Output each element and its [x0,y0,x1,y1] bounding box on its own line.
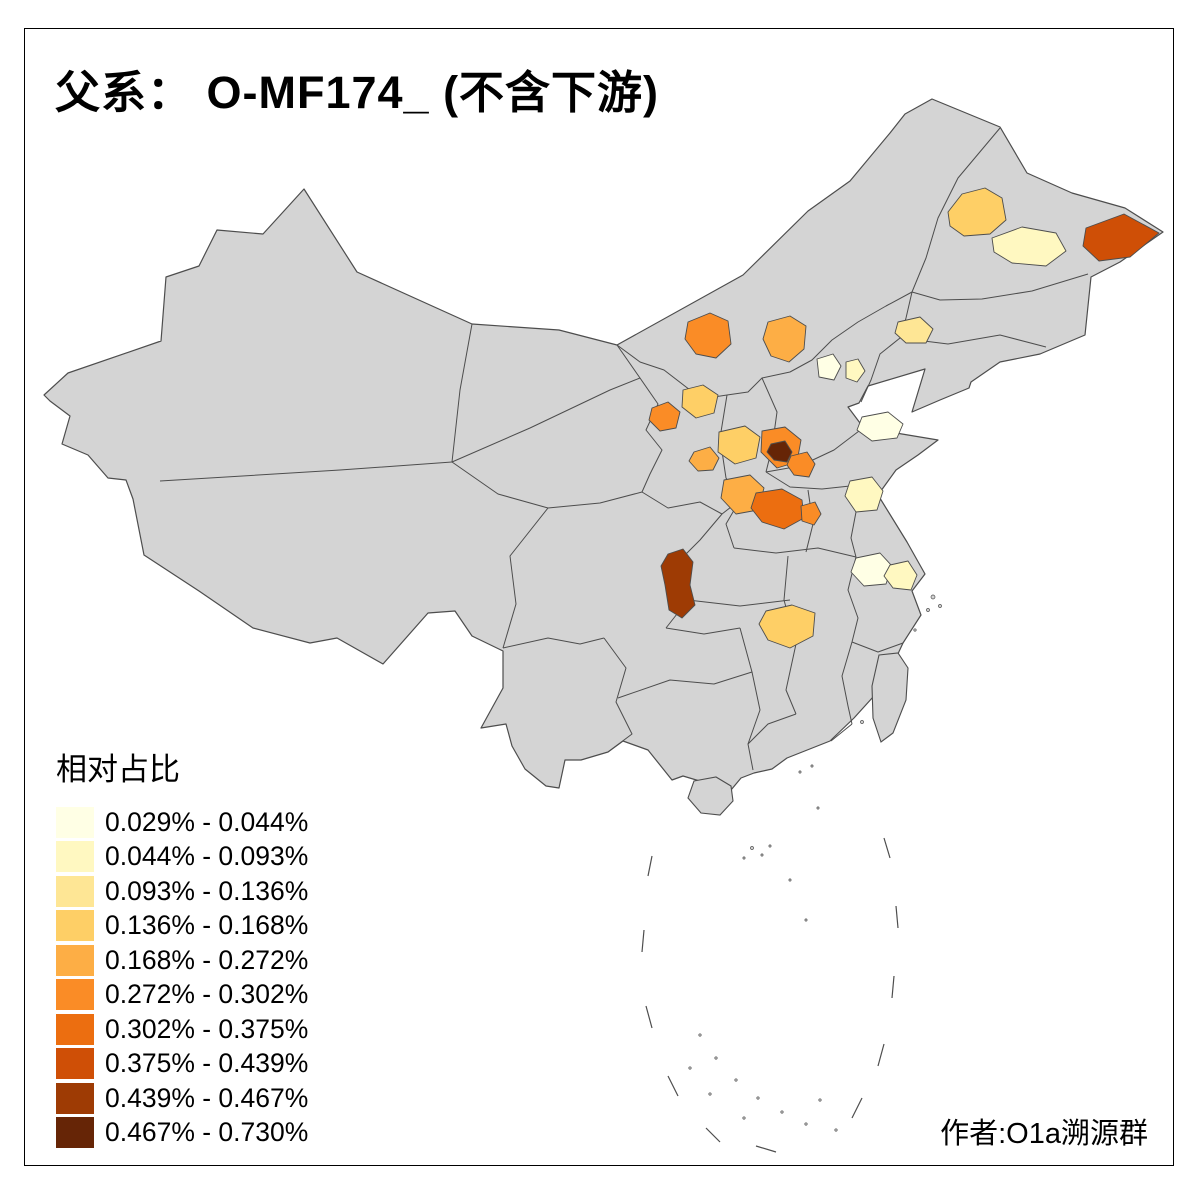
legend-row: 0.467% - 0.730% [56,1116,308,1151]
legend-title: 相对占比 [56,752,180,787]
legend-row: 0.029% - 0.044% [56,805,308,840]
choropleth-region [845,358,866,383]
sea-boundary-dashes [641,837,899,1153]
legend-row: 0.136% - 0.168% [56,909,308,944]
legend: 相对占比 0.029% - 0.044% 0.044% - 0.093% 0.0… [56,744,308,1150]
choropleth-region [844,476,884,513]
choropleth-region [991,226,1067,267]
legend-color-swatch [56,875,94,907]
choropleth-region [717,425,761,465]
map-title: 父系： O-MF174_ (不含下游) [55,67,660,118]
choropleth-region [766,440,793,463]
choropleth-region [894,316,934,344]
legend-color-swatch [56,1048,94,1080]
legend-color-swatch [56,841,94,873]
legend-row: 0.272% - 0.302% [56,978,308,1013]
choropleth-region [681,384,719,419]
legend-row: 0.044% - 0.093% [56,840,308,875]
choropleth-region [856,411,904,442]
legend-row: 0.093% - 0.136% [56,874,308,909]
choropleth-region [758,604,816,649]
choropleth-region [786,451,816,478]
china-outline [43,98,1164,809]
choropleth-region [883,560,918,591]
choropleth-region [947,187,1007,237]
attribution-text: 作者:O1a溯源群 [940,1118,1148,1150]
legend-range-label: 0.375% - 0.439% [105,1048,309,1079]
legend-rows: 0.029% - 0.044% 0.044% - 0.093% 0.093% -… [56,805,308,1150]
legend-range-label: 0.168% - 0.272% [105,944,309,975]
legend-color-swatch [56,1082,94,1114]
legend-range-label: 0.136% - 0.168% [105,910,309,941]
choropleth-region [816,353,842,381]
legend-range-label: 0.439% - 0.467% [105,1082,309,1113]
legend-row: 0.168% - 0.272% [56,943,308,978]
legend-row: 0.439% - 0.467% [56,1081,308,1116]
legend-color-swatch [56,1117,94,1149]
legend-range-label: 0.272% - 0.302% [105,979,309,1010]
legend-row: 0.375% - 0.439% [56,1047,308,1082]
taiwan-island [871,652,909,743]
legend-range-label: 0.467% - 0.730% [105,1117,309,1148]
legend-color-swatch [56,910,94,942]
hainan-island [687,776,734,816]
choropleth-region [750,488,805,530]
choropleth-region [800,501,822,526]
legend-range-label: 0.093% - 0.136% [105,875,309,906]
choropleth-regions [648,187,1160,649]
legend-color-swatch [56,944,94,976]
choropleth-region [660,548,696,619]
legend-range-label: 0.044% - 0.093% [105,841,309,872]
choropleth-region [1082,213,1160,262]
legend-color-swatch [56,979,94,1011]
legend-range-label: 0.029% - 0.044% [105,806,309,837]
legend-range-label: 0.302% - 0.375% [105,1013,309,1044]
plot-frame [24,28,1174,1166]
legend-row: 0.302% - 0.375% [56,1012,308,1047]
choropleth-region [684,312,732,359]
choropleth-region [762,315,807,363]
choropleth-region [688,446,720,472]
choropleth-region [850,552,893,587]
legend-color-swatch [56,1013,94,1045]
choropleth-region [648,401,681,432]
legend-color-swatch [56,806,94,838]
offshore-islands [688,594,942,1132]
